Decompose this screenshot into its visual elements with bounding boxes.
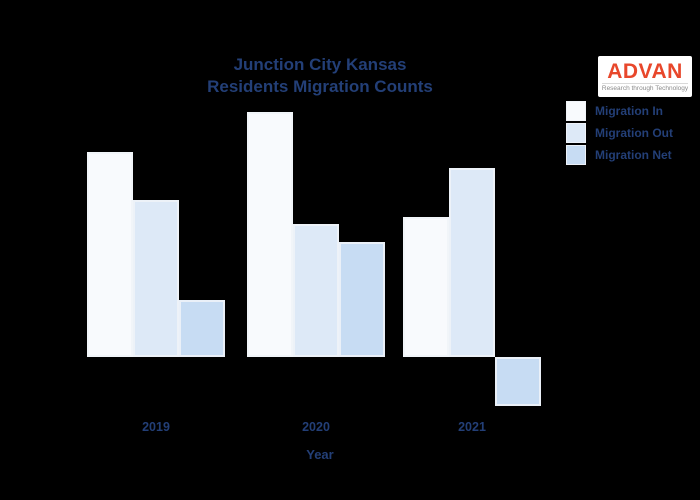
x-tick-2020: 2020 <box>302 420 330 434</box>
chart-legend: Migration In Migration Out Migration Net <box>566 100 673 166</box>
bar-migration-net-2019 <box>179 300 225 357</box>
bar-migration-out-2020 <box>293 224 339 357</box>
legend-label-migration-net: Migration Net <box>595 148 672 162</box>
x-axis-label: Year <box>306 447 334 462</box>
legend-swatch-migration-net <box>566 145 586 165</box>
advan-logo-text: ADVAN <box>607 59 683 83</box>
legend-item-migration-out: Migration Out <box>566 122 673 144</box>
bar-migration-net-2021 <box>495 357 541 406</box>
chart-title-line1: Junction City Kansas <box>233 55 407 74</box>
legend-label-migration-in: Migration In <box>595 104 663 118</box>
legend-item-migration-in: Migration In <box>566 100 673 122</box>
bar-migration-in-2019 <box>87 152 133 357</box>
advan-logo-tagline: Research through Technology <box>601 82 689 92</box>
legend-swatch-migration-out <box>566 123 586 143</box>
x-tick-2019: 2019 <box>142 420 170 434</box>
legend-item-migration-net: Migration Net <box>566 144 673 166</box>
bar-migration-out-2021 <box>449 168 495 357</box>
chart-title: Junction City Kansas Residents Migration… <box>20 54 620 98</box>
chart-title-line2: Residents Migration Counts <box>207 77 433 96</box>
bar-migration-net-2020 <box>339 242 385 357</box>
bar-migration-in-2020 <box>247 112 293 357</box>
legend-label-migration-out: Migration Out <box>595 126 673 140</box>
advan-logo: ADVAN Research through Technology <box>598 56 692 97</box>
legend-swatch-migration-in <box>566 101 586 121</box>
bar-migration-out-2019 <box>133 200 179 357</box>
bar-migration-in-2021 <box>403 217 449 357</box>
x-tick-2021: 2021 <box>458 420 486 434</box>
